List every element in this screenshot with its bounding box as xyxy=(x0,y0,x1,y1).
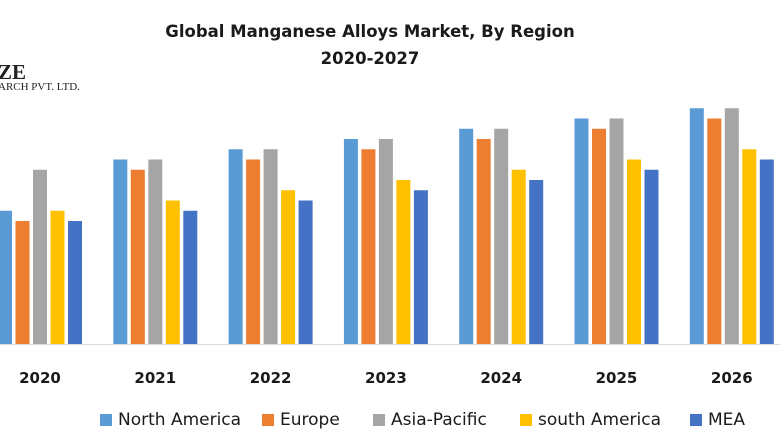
bar-north-america-2026 xyxy=(689,108,704,344)
legend-swatch xyxy=(262,414,274,426)
bar-mea-2022 xyxy=(298,200,313,344)
legend-swatch xyxy=(100,414,112,426)
x-tick-label: 2023 xyxy=(365,369,407,387)
x-tick-label: 2020 xyxy=(19,369,61,387)
bar-chart: 2020 2021 2022 2023 2024 2025 2026 xyxy=(0,108,780,387)
legend-label: North America xyxy=(118,410,242,430)
bar-south-america-2024 xyxy=(511,169,526,344)
bar-europe-2020 xyxy=(15,221,30,344)
logo-subtext: ARCH PVT. LTD. xyxy=(0,81,80,93)
bar-europe-2021 xyxy=(130,169,145,344)
bar-north-america-2022 xyxy=(228,149,243,344)
bar-south-america-2020 xyxy=(50,210,65,344)
bar-europe-2025 xyxy=(592,128,606,344)
bar-asia-pacific-2021 xyxy=(148,159,163,344)
bar-north-america-2023 xyxy=(343,139,358,344)
legend-label: Europe xyxy=(280,410,340,430)
bar-south-america-2022 xyxy=(281,190,296,344)
bar-south-america-2026 xyxy=(742,149,757,344)
bar-asia-pacific-2024 xyxy=(494,128,509,344)
bar-europe-2023 xyxy=(361,149,376,344)
bar-south-america-2023 xyxy=(396,180,411,344)
legend-swatch xyxy=(690,414,702,426)
legend-swatch xyxy=(520,414,532,426)
legend-swatch xyxy=(373,414,385,426)
x-tick-label: 2025 xyxy=(596,369,638,387)
legend: North America Europe Asia-Pacific south Ame… xyxy=(0,410,780,434)
legend-item-mea: MEA xyxy=(690,410,745,430)
bar-asia-pacific-2026 xyxy=(724,108,739,344)
bar-asia-pacific-2025 xyxy=(609,118,624,344)
bar-north-america-2024 xyxy=(459,128,474,344)
x-tick-label: 2021 xyxy=(134,369,176,387)
bar-south-america-2021 xyxy=(165,200,180,344)
bar-north-america-2021 xyxy=(113,159,128,344)
legend-label: Asia-Pacific xyxy=(391,410,487,430)
bar-asia-pacific-2022 xyxy=(263,149,278,344)
bar-europe-2024 xyxy=(476,139,491,344)
x-tick-label: 2024 xyxy=(480,369,522,387)
chart-subtitle: 2020-2027 xyxy=(320,49,420,68)
legend-label: south America xyxy=(538,410,662,430)
bar-north-america-2020 xyxy=(0,210,12,344)
bar-north-america-2025 xyxy=(574,118,589,344)
bar-europe-2026 xyxy=(707,118,722,344)
bar-mea-2020 xyxy=(68,221,82,344)
x-tick-label: 2026 xyxy=(711,369,753,387)
legend-item-europe: Europe xyxy=(262,410,340,430)
bar-mea-2025 xyxy=(644,169,659,344)
legend-item-south-america: south America xyxy=(520,410,661,430)
bar-asia-pacific-2020 xyxy=(33,169,47,344)
bar-europe-2022 xyxy=(246,159,261,344)
bar-south-america-2025 xyxy=(627,159,641,344)
bar-mea-2024 xyxy=(529,180,544,344)
legend-item-asia-pacific: Asia-Pacific xyxy=(373,410,487,430)
x-tick-label: 2022 xyxy=(250,369,292,387)
logo-text: ZE xyxy=(0,60,27,84)
chart-title: Global Manganese Alloys Market, By Regio… xyxy=(165,22,575,41)
legend-label: MEA xyxy=(708,410,746,430)
bar-mea-2023 xyxy=(413,190,428,344)
bar-asia-pacific-2023 xyxy=(378,139,393,344)
bar-mea-2026 xyxy=(759,159,774,344)
legend-item-north-america: North America xyxy=(100,410,241,430)
bar-mea-2021 xyxy=(183,210,198,344)
